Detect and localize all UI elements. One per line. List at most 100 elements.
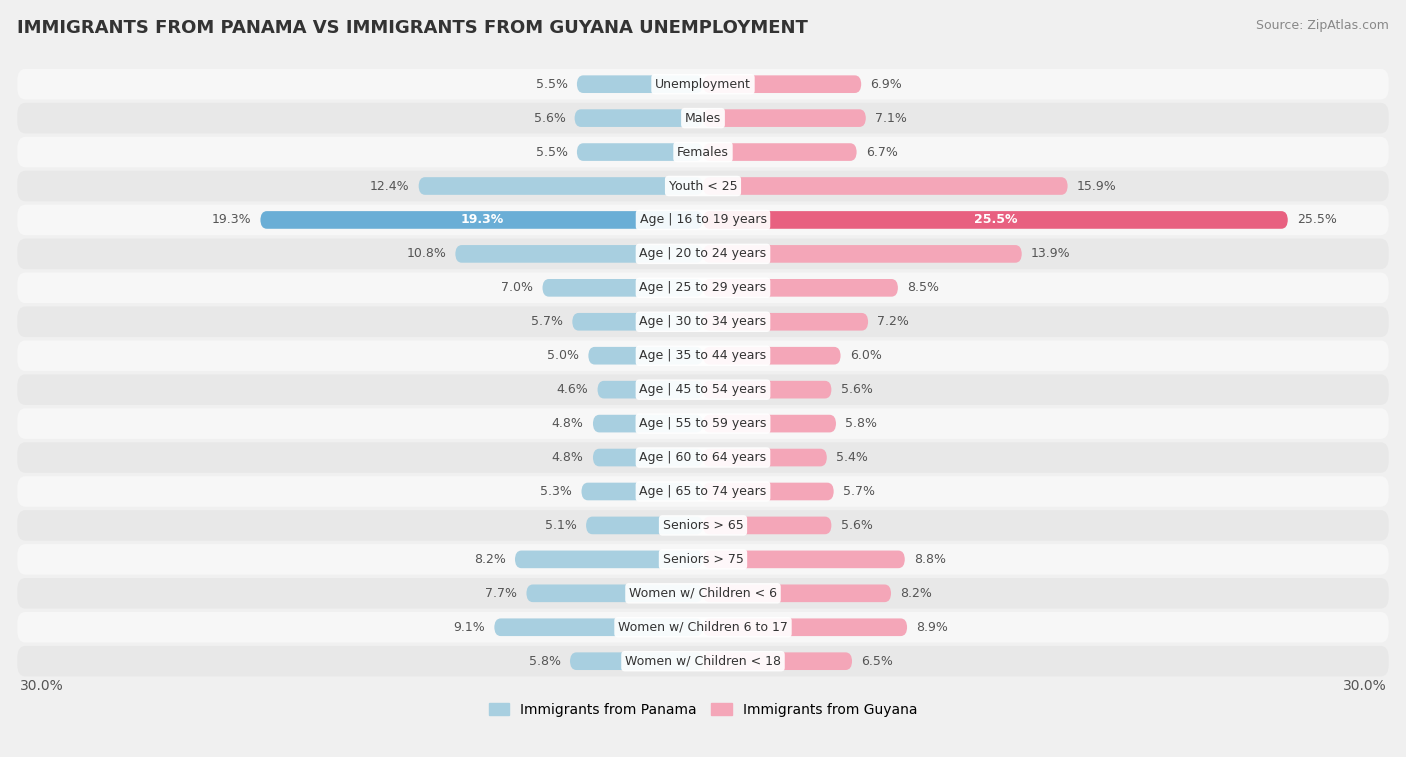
Text: Seniors > 75: Seniors > 75	[662, 553, 744, 566]
Text: Age | 65 to 74 years: Age | 65 to 74 years	[640, 485, 766, 498]
Text: 30.0%: 30.0%	[1343, 678, 1386, 693]
Text: IMMIGRANTS FROM PANAMA VS IMMIGRANTS FROM GUYANA UNEMPLOYMENT: IMMIGRANTS FROM PANAMA VS IMMIGRANTS FRO…	[17, 19, 807, 37]
FancyBboxPatch shape	[569, 653, 703, 670]
Text: Age | 30 to 34 years: Age | 30 to 34 years	[640, 315, 766, 329]
Text: 5.5%: 5.5%	[536, 78, 568, 91]
Text: Males: Males	[685, 111, 721, 125]
FancyBboxPatch shape	[703, 245, 1022, 263]
FancyBboxPatch shape	[586, 516, 703, 534]
FancyBboxPatch shape	[17, 137, 1389, 167]
Text: 9.1%: 9.1%	[453, 621, 485, 634]
Text: 13.9%: 13.9%	[1031, 248, 1070, 260]
Text: Age | 45 to 54 years: Age | 45 to 54 years	[640, 383, 766, 396]
FancyBboxPatch shape	[17, 171, 1389, 201]
Legend: Immigrants from Panama, Immigrants from Guyana: Immigrants from Panama, Immigrants from …	[484, 697, 922, 722]
FancyBboxPatch shape	[576, 143, 703, 161]
Text: 5.7%: 5.7%	[842, 485, 875, 498]
Text: 7.2%: 7.2%	[877, 315, 910, 329]
Text: 5.6%: 5.6%	[533, 111, 565, 125]
FancyBboxPatch shape	[17, 408, 1389, 439]
Text: 19.3%: 19.3%	[460, 213, 503, 226]
Text: 6.0%: 6.0%	[849, 349, 882, 362]
Text: 12.4%: 12.4%	[370, 179, 409, 192]
FancyBboxPatch shape	[543, 279, 703, 297]
FancyBboxPatch shape	[17, 204, 1389, 235]
FancyBboxPatch shape	[703, 177, 1067, 195]
FancyBboxPatch shape	[17, 476, 1389, 506]
FancyBboxPatch shape	[703, 211, 1288, 229]
FancyBboxPatch shape	[17, 510, 1389, 540]
Text: 5.5%: 5.5%	[536, 145, 568, 158]
FancyBboxPatch shape	[495, 618, 703, 636]
Text: Age | 16 to 19 years: Age | 16 to 19 years	[640, 213, 766, 226]
FancyBboxPatch shape	[703, 584, 891, 602]
Text: Age | 55 to 59 years: Age | 55 to 59 years	[640, 417, 766, 430]
FancyBboxPatch shape	[17, 238, 1389, 269]
Text: Youth < 25: Youth < 25	[669, 179, 737, 192]
Text: 25.5%: 25.5%	[1296, 213, 1337, 226]
FancyBboxPatch shape	[17, 69, 1389, 99]
FancyBboxPatch shape	[703, 313, 868, 331]
FancyBboxPatch shape	[593, 449, 703, 466]
Text: 5.6%: 5.6%	[841, 519, 873, 532]
Text: 5.8%: 5.8%	[529, 655, 561, 668]
Text: Women w/ Children < 6: Women w/ Children < 6	[628, 587, 778, 600]
FancyBboxPatch shape	[703, 76, 862, 93]
Text: 5.6%: 5.6%	[841, 383, 873, 396]
FancyBboxPatch shape	[703, 449, 827, 466]
FancyBboxPatch shape	[575, 109, 703, 127]
FancyBboxPatch shape	[17, 578, 1389, 609]
FancyBboxPatch shape	[456, 245, 703, 263]
Text: Age | 35 to 44 years: Age | 35 to 44 years	[640, 349, 766, 362]
FancyBboxPatch shape	[593, 415, 703, 432]
FancyBboxPatch shape	[526, 584, 703, 602]
Text: 8.5%: 8.5%	[907, 282, 939, 294]
Text: Seniors > 65: Seniors > 65	[662, 519, 744, 532]
FancyBboxPatch shape	[17, 612, 1389, 643]
FancyBboxPatch shape	[17, 273, 1389, 303]
Text: 6.5%: 6.5%	[862, 655, 893, 668]
FancyBboxPatch shape	[703, 109, 866, 127]
Text: 4.8%: 4.8%	[553, 417, 583, 430]
Text: 6.7%: 6.7%	[866, 145, 897, 158]
Text: 7.0%: 7.0%	[502, 282, 533, 294]
Text: 19.3%: 19.3%	[211, 213, 252, 226]
FancyBboxPatch shape	[703, 143, 856, 161]
Text: 8.8%: 8.8%	[914, 553, 946, 566]
FancyBboxPatch shape	[576, 76, 703, 93]
Text: 30.0%: 30.0%	[20, 678, 63, 693]
Text: 15.9%: 15.9%	[1077, 179, 1116, 192]
FancyBboxPatch shape	[703, 483, 834, 500]
Text: Women w/ Children 6 to 17: Women w/ Children 6 to 17	[619, 621, 787, 634]
FancyBboxPatch shape	[598, 381, 703, 398]
FancyBboxPatch shape	[17, 442, 1389, 473]
FancyBboxPatch shape	[17, 103, 1389, 133]
Text: 8.2%: 8.2%	[900, 587, 932, 600]
Text: 6.9%: 6.9%	[870, 78, 903, 91]
FancyBboxPatch shape	[703, 415, 837, 432]
Text: 5.7%: 5.7%	[531, 315, 564, 329]
Text: 10.8%: 10.8%	[406, 248, 446, 260]
Text: 4.8%: 4.8%	[553, 451, 583, 464]
Text: 5.4%: 5.4%	[837, 451, 868, 464]
FancyBboxPatch shape	[17, 375, 1389, 405]
Text: 4.6%: 4.6%	[557, 383, 588, 396]
FancyBboxPatch shape	[515, 550, 703, 569]
Text: Unemployment: Unemployment	[655, 78, 751, 91]
Text: 5.3%: 5.3%	[540, 485, 572, 498]
FancyBboxPatch shape	[703, 618, 907, 636]
Text: 5.8%: 5.8%	[845, 417, 877, 430]
Text: Females: Females	[678, 145, 728, 158]
FancyBboxPatch shape	[17, 307, 1389, 337]
FancyBboxPatch shape	[17, 646, 1389, 677]
FancyBboxPatch shape	[703, 516, 831, 534]
Text: Source: ZipAtlas.com: Source: ZipAtlas.com	[1256, 19, 1389, 32]
FancyBboxPatch shape	[572, 313, 703, 331]
Text: 7.1%: 7.1%	[875, 111, 907, 125]
FancyBboxPatch shape	[17, 544, 1389, 575]
FancyBboxPatch shape	[260, 211, 703, 229]
FancyBboxPatch shape	[703, 381, 831, 398]
FancyBboxPatch shape	[588, 347, 703, 365]
Text: 7.7%: 7.7%	[485, 587, 517, 600]
FancyBboxPatch shape	[703, 279, 898, 297]
